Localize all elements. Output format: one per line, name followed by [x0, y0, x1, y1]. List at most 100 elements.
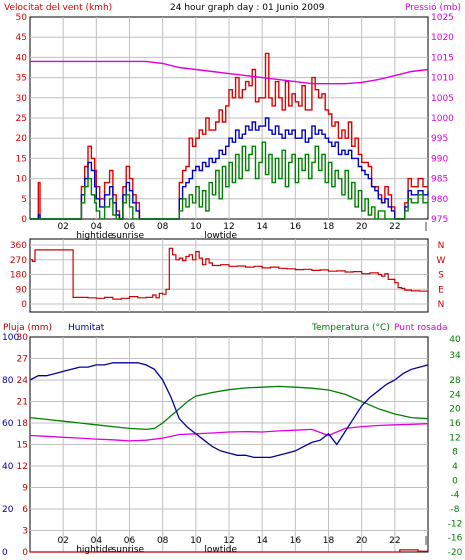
series-direction-line	[30, 247, 429, 300]
wind-time-tick: 10	[190, 222, 202, 232]
pressure-tick: 1005	[431, 94, 454, 104]
humidity-tick: 100	[2, 333, 19, 343]
temperature-tick: -12	[448, 519, 463, 529]
wind-speed-tick: 0	[21, 215, 27, 225]
wind-lowtide-marker: lowtide	[204, 231, 237, 241]
direction-degree-tick: 90	[16, 285, 28, 295]
wind-speed-axis-label: Velocitat del vent (kmh)	[4, 3, 112, 13]
wind-speed-tick: 10	[16, 175, 28, 185]
rain-tick: 30	[17, 333, 29, 343]
grid-layer	[30, 17, 428, 552]
climate-time-tick: 10	[190, 536, 202, 546]
climate-time-tick: 22	[389, 536, 400, 546]
rain-axis-label: Pluja (mm)	[3, 323, 52, 333]
wind-speed-tick: 50	[16, 13, 28, 23]
humidity-tick: 80	[2, 376, 14, 386]
direction-compass-tick: N	[438, 241, 445, 251]
rain-tick: 18	[17, 419, 29, 429]
series-gust-line	[30, 52, 428, 220]
series-average-line	[30, 117, 429, 220]
wind-time-tick: 02	[57, 222, 68, 232]
temperature-tick: -8	[451, 505, 460, 515]
rain-tick: 12	[17, 462, 28, 472]
temperature-tick: 24	[449, 390, 461, 400]
temperature-tick: 40	[449, 335, 461, 345]
rain-tick: 6	[22, 505, 28, 515]
series-rain-line	[30, 549, 429, 553]
pressure-axis-label: Pressió (mb)	[405, 2, 461, 13]
wind-speed-tick: 30	[16, 94, 28, 104]
wind-time-tick: 18	[323, 222, 335, 232]
climate-time-tick: |	[424, 536, 427, 546]
wind-speed-tick: 40	[16, 53, 28, 63]
wind-time-tick: 08	[157, 222, 169, 232]
pressure-tick: 1025	[431, 13, 454, 23]
climate-time-tick: 14	[256, 536, 268, 546]
direction-compass-tick: W	[437, 256, 446, 266]
wind-time-tick: 12	[223, 222, 234, 232]
wind-time-tick: 20	[356, 222, 368, 232]
wind-time-tick: |	[424, 222, 427, 232]
temperature-tick: -16	[448, 534, 463, 544]
direction-degree-tick: 180	[10, 271, 27, 281]
wind-sunrise-marker: sunrise	[112, 231, 145, 241]
climate-sunrise-marker: sunrise	[112, 545, 145, 555]
temperature-tick: 34	[449, 351, 461, 361]
rain-tick: 21	[17, 398, 28, 408]
humidity-tick: 20	[2, 505, 14, 515]
climate-time-tick: 12	[223, 536, 234, 546]
climate-time-tick: 16	[290, 536, 302, 546]
rain-tick: 27	[17, 355, 28, 365]
climate-lowtide-marker: lowtide	[204, 545, 237, 555]
temperature-tick: 16	[449, 419, 461, 429]
temperature-tick: -20	[448, 548, 463, 556]
temperature-axis-label: Temperatura (°C)	[311, 323, 390, 333]
temperature-tick: 28	[449, 376, 461, 386]
climate-time-tick: 06	[124, 536, 136, 546]
humidity-axis-label: Humitat	[68, 323, 105, 333]
wind-speed-tick: 25	[16, 114, 27, 124]
chart-title: 24 hour graph day : 01 Junio 2009	[170, 3, 325, 13]
temperature-tick: 8	[452, 448, 458, 458]
pressure-tick: 980	[431, 195, 448, 205]
pressure-tick: 985	[431, 175, 448, 185]
climate-time-tick: 04	[91, 536, 103, 546]
rain-tick: 15	[17, 441, 28, 451]
series-layer	[29, 52, 429, 553]
series-temperature-line	[29, 385, 429, 431]
climate-time-tick: 08	[157, 536, 169, 546]
humidity-tick: 60	[2, 419, 14, 429]
series-pressure-line	[30, 60, 429, 85]
direction-compass-tick: E	[438, 285, 444, 295]
wind-speed-tick: 5	[21, 195, 27, 205]
pressure-tick: 1000	[431, 114, 454, 124]
wind-time-tick: 04	[91, 222, 103, 232]
pressure-tick: 1020	[431, 33, 454, 43]
temperature-tick: 4	[452, 462, 458, 472]
pressure-tick: 990	[431, 154, 448, 164]
climate-time-tick: 18	[323, 536, 335, 546]
rain-tick: 24	[17, 376, 29, 386]
wind-time-tick: 06	[124, 222, 136, 232]
climate-hightide-marker: hightide	[76, 545, 113, 555]
pressure-tick: 1010	[431, 74, 454, 84]
wind-speed-tick: 35	[16, 74, 27, 84]
series-low-line	[30, 141, 429, 220]
pressure-tick: 995	[431, 134, 448, 144]
direction-degree-tick: 360	[10, 241, 27, 251]
rain-tick: 9	[22, 484, 28, 494]
wind-speed-tick: 20	[16, 134, 28, 144]
wind-time-tick: 16	[290, 222, 302, 232]
wind-hightide-marker: hightide	[76, 231, 113, 241]
temperature-tick: -4	[451, 491, 460, 501]
humidity-tick: 40	[2, 462, 14, 472]
wind-time-tick: 14	[256, 222, 268, 232]
rain-tick: 0	[22, 548, 28, 556]
dewpoint-axis-label: Punt rosada	[394, 323, 448, 333]
wind-speed-tick: 45	[16, 33, 27, 43]
series-dewpoint-line	[29, 423, 429, 442]
wind-time-tick: 22	[389, 222, 400, 232]
temperature-tick: 12	[449, 433, 460, 443]
direction-degree-tick: 270	[10, 256, 27, 266]
